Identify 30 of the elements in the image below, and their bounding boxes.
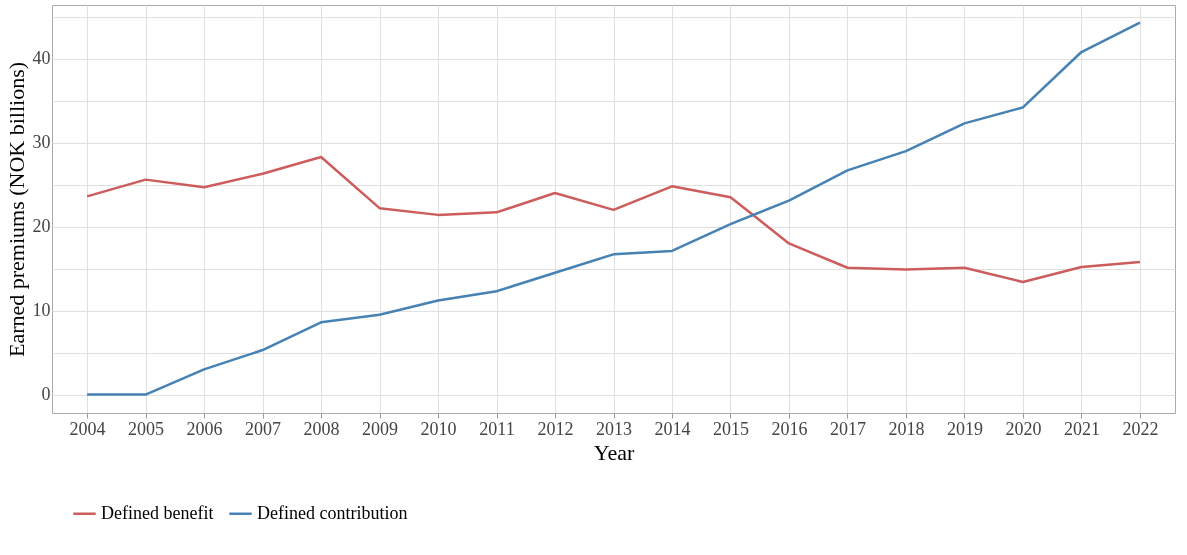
x-tick-label: 2022 [1122,418,1159,439]
x-tick-label: 2011 [479,418,515,439]
x-tick-label: 2010 [420,418,457,439]
x-tick-label: 2006 [186,418,223,439]
y-tick-label: 0 [41,384,51,405]
y-axis-title: Earned premiums (NOK billions) [3,61,29,358]
x-tick-label: 2019 [946,418,983,439]
x-tick-label: 2017 [829,418,866,439]
y-tick-label: 30 [32,132,51,153]
line-series [85,21,1142,396]
y-tick-label: 10 [32,300,51,321]
x-tick-label: 2021 [1063,418,1100,439]
x-tick-label: 2015 [712,418,749,439]
x-tick-label: 2012 [537,418,574,439]
x-tick-label: 2020 [1005,418,1042,439]
x-tick-label: 2004 [69,418,106,439]
x-tick-label: 2005 [128,418,165,439]
x-tick-label: 2014 [654,418,691,439]
x-tick-label: 2009 [362,418,399,439]
x-tick-label: 2013 [596,418,632,439]
legend-label: Defined benefit [101,502,214,523]
line-series [85,155,1142,284]
y-tick-label: 20 [32,216,51,237]
x-tick-label: 2008 [303,418,340,439]
x-tick-label: 2018 [888,418,925,439]
x-axis-title: Year [593,439,635,465]
y-tick-label: 40 [32,48,51,69]
legend-label: Defined contribution [257,502,408,523]
x-tick-label: 2007 [245,418,282,439]
x-tick-label: 2016 [771,418,808,439]
